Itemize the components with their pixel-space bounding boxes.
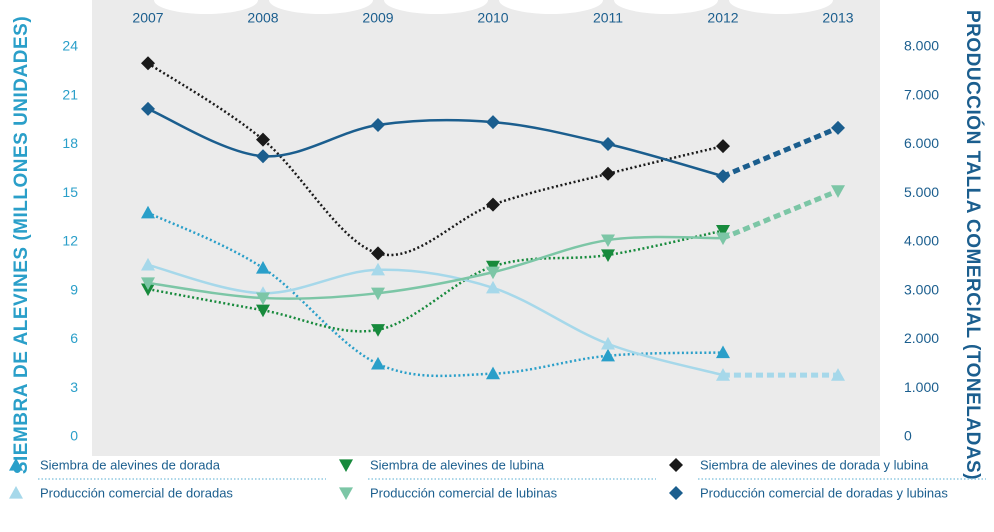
legend-label: Siembra de alevines de dorada y lubina bbox=[700, 457, 929, 472]
data-point bbox=[486, 197, 500, 212]
y2-axis-title: PRODUCCIÓN TALLA COMERCIAL (TONELADAS) bbox=[962, 10, 984, 480]
data-point bbox=[831, 368, 845, 381]
data-point bbox=[371, 356, 385, 370]
data-point bbox=[256, 261, 270, 274]
data-point bbox=[486, 115, 500, 130]
x-tick-label: 2009 bbox=[362, 10, 393, 26]
x-tick-label: 2008 bbox=[247, 10, 278, 26]
data-point bbox=[716, 169, 730, 184]
data-point bbox=[716, 368, 730, 381]
legend-marker bbox=[9, 458, 23, 471]
legend-label: Siembra de alevines de lubina bbox=[370, 457, 545, 472]
data-point bbox=[831, 120, 845, 135]
y2-tick-label: 1.000 bbox=[904, 379, 939, 395]
data-point bbox=[256, 292, 270, 306]
plot-background bbox=[92, 0, 880, 456]
data-point bbox=[141, 101, 155, 116]
y2-tick-label: 2.000 bbox=[904, 330, 939, 346]
legend-label: Siembra de alevines de dorada bbox=[40, 457, 221, 472]
legend-marker bbox=[9, 486, 23, 499]
y-tick-label: 9 bbox=[70, 281, 78, 297]
y-tick-label: 15 bbox=[62, 184, 78, 200]
y2-tick-label: 0 bbox=[904, 428, 912, 444]
y2-tick-label: 8.000 bbox=[904, 38, 939, 54]
series-line bbox=[147, 107, 724, 178]
data-point bbox=[141, 205, 155, 219]
legend-label: Producción comercial de lubinas bbox=[370, 485, 558, 500]
y2-tick-label: 6.000 bbox=[904, 135, 939, 151]
data-point bbox=[141, 257, 155, 271]
series-line bbox=[147, 211, 724, 378]
legend-label: Producción comercial de doradas bbox=[40, 485, 233, 500]
y-tick-label: 18 bbox=[62, 135, 78, 151]
y-tick-label: 21 bbox=[62, 86, 78, 102]
data-point bbox=[371, 118, 385, 132]
x-tick-label: 2010 bbox=[477, 10, 508, 26]
series-line bbox=[147, 263, 724, 377]
y2-tick-label: 7.000 bbox=[904, 86, 939, 102]
y-tick-label: 6 bbox=[70, 330, 78, 346]
data-point bbox=[716, 139, 730, 154]
data-point bbox=[601, 137, 615, 152]
y2-tick-label: 5.000 bbox=[904, 184, 939, 200]
x-tick-label: 2011 bbox=[593, 10, 623, 26]
legend-marker bbox=[669, 458, 683, 472]
y-tick-label: 12 bbox=[62, 233, 78, 249]
x-tick-label: 2007 bbox=[132, 10, 163, 26]
data-point bbox=[716, 232, 730, 246]
top-tabs bbox=[154, 0, 833, 14]
x-tick-label: 2012 bbox=[707, 10, 738, 26]
data-point bbox=[141, 56, 155, 71]
data-point bbox=[256, 304, 270, 318]
y-tick-label: 24 bbox=[62, 38, 78, 54]
series-line bbox=[722, 188, 839, 241]
y-tick-label: 0 bbox=[70, 428, 78, 444]
series-line bbox=[722, 125, 839, 179]
data-point bbox=[486, 280, 500, 294]
y2-tick-label: 4.000 bbox=[904, 233, 939, 249]
legend-marker bbox=[339, 459, 353, 472]
y2-tick-label: 3.000 bbox=[904, 281, 939, 297]
data-point bbox=[601, 336, 615, 350]
data-point bbox=[371, 324, 385, 337]
x-tick-label: 2013 bbox=[822, 10, 853, 26]
legend-marker bbox=[339, 487, 353, 500]
data-point bbox=[486, 266, 500, 280]
data-point bbox=[601, 249, 615, 262]
data-point bbox=[256, 132, 270, 147]
y-tick-label: 3 bbox=[70, 379, 78, 395]
data-point bbox=[601, 348, 615, 362]
legend-label: Producción comercial de doradas y lubina… bbox=[700, 485, 948, 500]
data-point bbox=[601, 234, 615, 248]
data-point bbox=[716, 225, 730, 238]
data-point bbox=[141, 277, 155, 290]
series-line bbox=[147, 235, 724, 300]
y-axis-title: SIEMBRA DE ALEVINES (MILLONES UNIDADES) bbox=[11, 16, 32, 474]
data-point bbox=[371, 262, 385, 276]
data-point bbox=[486, 366, 500, 380]
data-point bbox=[716, 345, 730, 359]
data-point bbox=[831, 185, 845, 198]
data-point bbox=[601, 166, 615, 181]
legend-marker bbox=[669, 486, 683, 500]
data-point bbox=[256, 149, 270, 164]
data-point bbox=[371, 287, 385, 301]
data-point bbox=[371, 246, 385, 261]
series-line bbox=[147, 229, 724, 333]
